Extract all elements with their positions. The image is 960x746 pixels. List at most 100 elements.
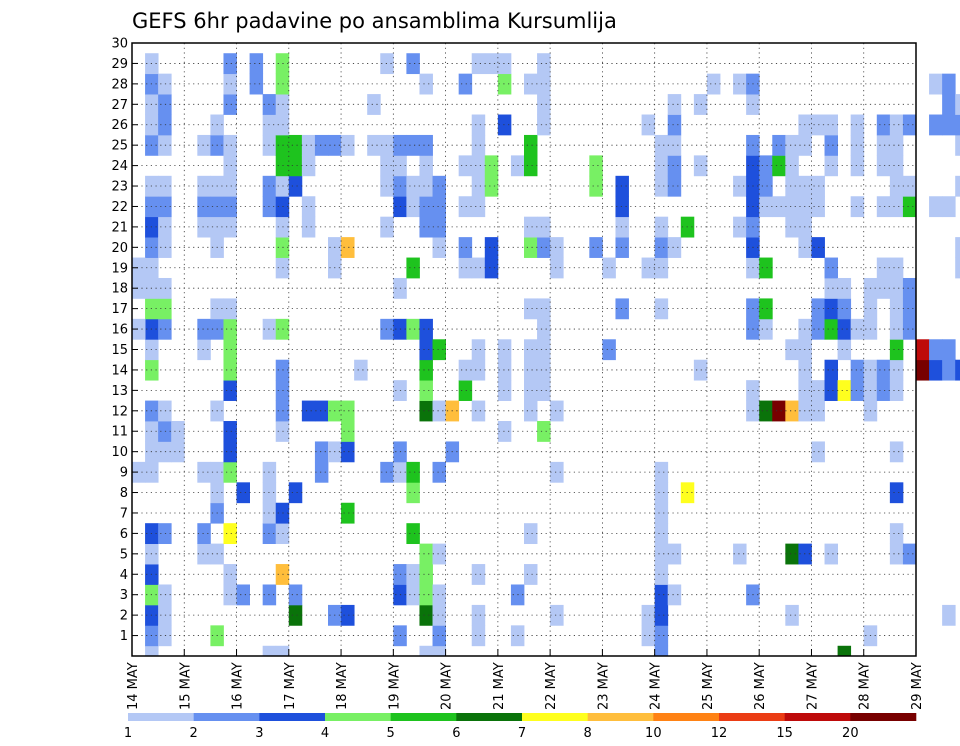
colorbar-label: 15 bbox=[776, 726, 793, 741]
heatmap-cell bbox=[432, 604, 446, 626]
heatmap-cell bbox=[537, 298, 551, 320]
heatmap-cell bbox=[432, 237, 446, 258]
heatmap-cell bbox=[419, 318, 433, 340]
heatmap-cell bbox=[171, 441, 185, 463]
heatmap-cell bbox=[889, 339, 904, 361]
heatmap-cell bbox=[667, 237, 682, 258]
heatmap-cell bbox=[432, 400, 446, 422]
heatmap-cell bbox=[889, 175, 904, 197]
heatmap-cell bbox=[759, 298, 773, 320]
heatmap-cell bbox=[132, 257, 146, 279]
x-tick-label: 21 MAY bbox=[492, 662, 507, 710]
heatmap-cell bbox=[223, 523, 237, 545]
heatmap-cell bbox=[380, 134, 394, 156]
grid-lines bbox=[132, 43, 916, 656]
heatmap-cell bbox=[929, 114, 943, 136]
heatmap-cell bbox=[889, 318, 904, 340]
heatmap-cell bbox=[889, 257, 904, 279]
y-tick-label: 5 bbox=[120, 547, 128, 562]
heatmap-cell bbox=[301, 155, 316, 177]
heatmap-cell bbox=[419, 380, 433, 401]
heatmap-cell bbox=[667, 94, 682, 115]
heatmap-cell bbox=[171, 421, 185, 442]
heatmap-cell bbox=[602, 339, 616, 361]
heatmap-cell bbox=[876, 134, 891, 156]
y-tick-label: 24 bbox=[111, 159, 128, 174]
heatmap-cell bbox=[916, 359, 930, 381]
heatmap-cell bbox=[889, 155, 904, 177]
heatmap-cell bbox=[406, 53, 420, 75]
colorbar-label: 12 bbox=[711, 726, 728, 741]
heatmap-cell bbox=[223, 318, 237, 340]
heatmap-cell bbox=[341, 134, 355, 156]
colorbar-swatch bbox=[128, 713, 194, 721]
heatmap-cell bbox=[419, 543, 433, 565]
heatmap-cell bbox=[158, 421, 172, 442]
heatmap-cell bbox=[876, 155, 891, 177]
x-tick-label: 23 MAY bbox=[596, 662, 611, 710]
heatmap-cell bbox=[850, 196, 865, 218]
heatmap-cell bbox=[524, 400, 538, 422]
heatmap-cell bbox=[158, 216, 172, 238]
heatmap-cell bbox=[419, 73, 433, 95]
heatmap-cell bbox=[223, 380, 237, 401]
heatmap-cell bbox=[537, 73, 551, 95]
y-tick-label: 4 bbox=[120, 568, 128, 583]
heatmap-cell bbox=[654, 155, 669, 177]
heatmap-cell bbox=[458, 155, 473, 177]
y-tick-label: 2 bbox=[120, 609, 128, 624]
heatmap-cell bbox=[458, 359, 473, 381]
heatmap-cell bbox=[654, 523, 669, 545]
heatmap-cell bbox=[550, 461, 564, 483]
heatmap-cell bbox=[158, 175, 172, 197]
heatmap-cell bbox=[654, 461, 669, 483]
heatmap-cell bbox=[380, 318, 394, 340]
heatmap-cell bbox=[902, 277, 917, 299]
heatmap-cell bbox=[223, 441, 237, 463]
heatmap-cell bbox=[759, 196, 773, 218]
heatmap-cell bbox=[889, 114, 904, 136]
heatmap-cell bbox=[223, 584, 237, 606]
heatmap-cell bbox=[158, 298, 172, 320]
heatmap-cell bbox=[380, 175, 394, 197]
colorbar-swatch bbox=[456, 713, 523, 721]
heatmap-cell bbox=[850, 380, 865, 401]
heatmap-cell bbox=[589, 237, 603, 258]
heatmap-cell bbox=[641, 625, 656, 647]
heatmap-cell bbox=[759, 400, 773, 422]
heatmap-cell bbox=[889, 543, 904, 565]
heatmap-cell bbox=[471, 257, 486, 279]
heatmap-cell bbox=[471, 134, 486, 156]
heatmap-cell bbox=[837, 277, 852, 299]
heatmap-cell bbox=[158, 523, 172, 545]
heatmap-cell bbox=[223, 461, 237, 483]
y-tick-label: 7 bbox=[120, 506, 128, 521]
heatmap-cell bbox=[497, 421, 512, 442]
heatmap-cell bbox=[197, 175, 211, 197]
heatmap-cell bbox=[158, 318, 172, 340]
heatmap-cell bbox=[537, 380, 551, 401]
heatmap-cell bbox=[654, 625, 669, 647]
heatmap-cell bbox=[955, 114, 960, 136]
heatmap-cell bbox=[158, 277, 172, 299]
heatmap-cell bbox=[955, 257, 960, 279]
heatmap-cell bbox=[942, 73, 956, 95]
heatmap-cell bbox=[733, 73, 747, 95]
heatmap-cell bbox=[772, 196, 786, 218]
heatmap-cell bbox=[419, 584, 433, 606]
heatmap-cell bbox=[158, 441, 172, 463]
heatmap-cell bbox=[902, 175, 917, 197]
heatmap-cell bbox=[876, 380, 891, 401]
heatmap-cell bbox=[158, 114, 172, 136]
heatmap-cell bbox=[889, 380, 904, 401]
heatmap-cell bbox=[929, 339, 943, 361]
heatmap-cell bbox=[615, 237, 629, 258]
heatmap-cell bbox=[837, 318, 852, 340]
heatmap-cell bbox=[615, 175, 629, 197]
heatmap-cell bbox=[432, 339, 446, 361]
heatmap-cell bbox=[654, 482, 669, 504]
heatmap-cell bbox=[432, 625, 446, 647]
heatmap-cell bbox=[419, 155, 433, 177]
